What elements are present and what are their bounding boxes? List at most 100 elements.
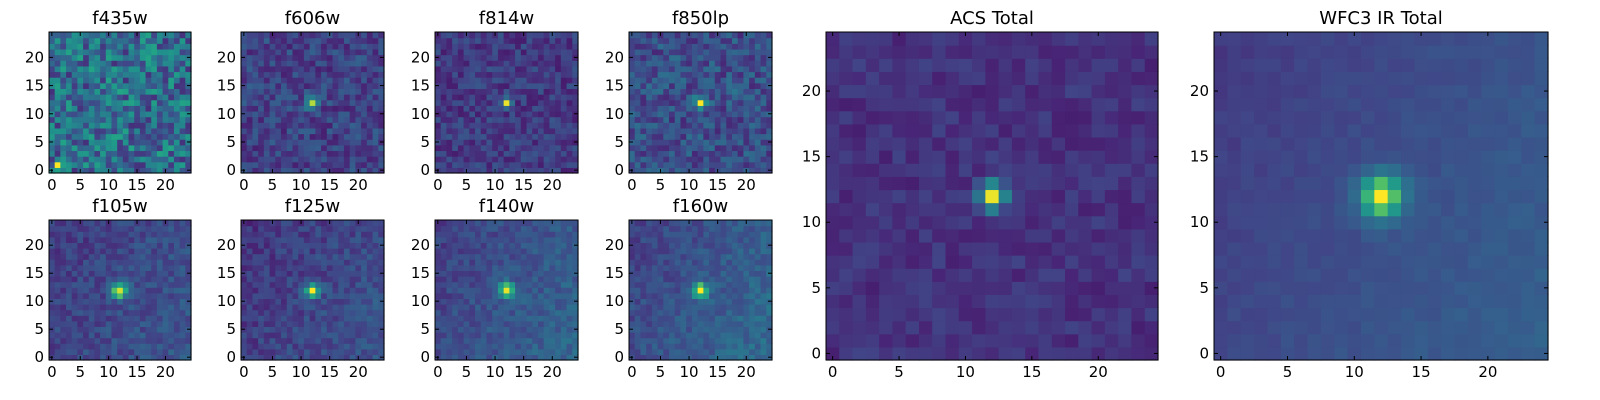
- heatmap-cell: [156, 105, 164, 112]
- heatmap-cell: [281, 315, 288, 322]
- heatmap-cell: [88, 88, 96, 95]
- heatmap-cell: [703, 94, 710, 101]
- y-tick-label: 10: [605, 105, 624, 123]
- heatmap-cell: [714, 82, 722, 89]
- heatmap-cell: [145, 270, 152, 277]
- heatmap-cell: [1467, 136, 1482, 151]
- heatmap-cell: [321, 326, 328, 333]
- heatmap-cell: [709, 32, 716, 39]
- heatmap-cell: [185, 65, 192, 73]
- heatmap-cell: [252, 71, 259, 78]
- heatmap-cell: [720, 167, 727, 174]
- heatmap-cell: [298, 82, 305, 89]
- heatmap-cell: [88, 65, 96, 73]
- heatmap-cell: [122, 292, 130, 299]
- heatmap-cell: [173, 248, 181, 255]
- heatmap-cell: [139, 315, 147, 322]
- heatmap-cell: [475, 110, 482, 118]
- heatmap-cell: [1254, 294, 1269, 309]
- heatmap-cell: [156, 242, 164, 249]
- heatmap-cell: [122, 99, 130, 106]
- heatmap-cell: [754, 37, 762, 44]
- heatmap-cell: [720, 110, 727, 118]
- heatmap-cell: [1038, 215, 1053, 230]
- heatmap-cell: [651, 156, 659, 163]
- heatmap-cell: [839, 255, 854, 269]
- heatmap-cell: [520, 43, 528, 50]
- heatmap-cell: [179, 32, 186, 39]
- heatmap-cell: [83, 99, 90, 106]
- heatmap-cell: [1481, 255, 1496, 269]
- heatmap-cell: [315, 88, 322, 95]
- heatmap-cell: [117, 144, 124, 152]
- heatmap-cell: [537, 105, 545, 112]
- heatmap-cell: [49, 248, 56, 255]
- heatmap-cell: [1374, 136, 1389, 151]
- heatmap-cell: [66, 139, 73, 146]
- heatmap-cell: [549, 60, 556, 67]
- heatmap-cell: [686, 150, 693, 157]
- heatmap-cell: [945, 84, 960, 99]
- heatmap-cell: [1334, 110, 1349, 125]
- heatmap-cell: [572, 144, 579, 152]
- heatmap-cell: [122, 337, 130, 344]
- heatmap-cell: [709, 133, 716, 140]
- heatmap-cell: [366, 348, 374, 355]
- heatmap-cell: [640, 116, 647, 123]
- heatmap-cell: [537, 99, 545, 106]
- heatmap-cell: [332, 337, 339, 344]
- heatmap-cell: [663, 71, 670, 78]
- heatmap-cell: [168, 326, 175, 333]
- heatmap-cell: [88, 161, 96, 168]
- heatmap-cell: [737, 37, 744, 44]
- heatmap-cell: [100, 343, 107, 350]
- heatmap-cell: [731, 54, 739, 61]
- heatmap-cell: [263, 77, 271, 84]
- heatmap-cell: [532, 54, 539, 61]
- heatmap-cell: [343, 309, 351, 316]
- heatmap-cell: [543, 32, 550, 39]
- heatmap-cell: [520, 71, 528, 78]
- heatmap-cell: [566, 127, 573, 135]
- heatmap-cell: [1038, 163, 1053, 177]
- heatmap-cell: [326, 94, 334, 101]
- heatmap-cell: [246, 94, 254, 101]
- heatmap-cell: [315, 32, 322, 39]
- heatmap-cell: [1494, 32, 1509, 46]
- y-tick-label: 0: [34, 161, 44, 179]
- heatmap-cell: [1334, 294, 1349, 309]
- heatmap-cell: [543, 133, 550, 140]
- heatmap-cell: [905, 176, 920, 191]
- heatmap-cell: [657, 43, 664, 50]
- heatmap-cell: [852, 176, 867, 191]
- heatmap-cell: [326, 281, 334, 288]
- heatmap-cell: [691, 88, 699, 95]
- heatmap-cell: [156, 167, 164, 174]
- heatmap-cell: [1347, 150, 1362, 164]
- heatmap-cell: [1065, 32, 1079, 46]
- heatmap-cell: [1360, 333, 1375, 348]
- heatmap-cell: [269, 304, 276, 311]
- heatmap-cell: [852, 346, 867, 361]
- heatmap-cell: [703, 99, 710, 106]
- heatmap-cell: [492, 65, 499, 73]
- heatmap-cell: [168, 332, 175, 339]
- heatmap-cell: [263, 150, 271, 157]
- heatmap-cell: [720, 43, 727, 50]
- heatmap-cell: [1011, 150, 1026, 164]
- heatmap-cell: [151, 150, 158, 157]
- heatmap-cell: [241, 144, 248, 152]
- heatmap-cell: [457, 105, 465, 112]
- heatmap-cell: [162, 82, 169, 89]
- heatmap-cell: [83, 156, 90, 163]
- heatmap-cell: [326, 116, 334, 123]
- heatmap-cell: [555, 133, 562, 140]
- heatmap-cell: [378, 281, 385, 288]
- heatmap-cell: [972, 163, 986, 177]
- heatmap-cell: [1118, 123, 1133, 138]
- heatmap-cell: [515, 110, 522, 118]
- heatmap-cell: [1131, 32, 1146, 46]
- heatmap-cell: [486, 110, 493, 118]
- heatmap-cell: [88, 287, 96, 294]
- heatmap-cell: [128, 150, 135, 157]
